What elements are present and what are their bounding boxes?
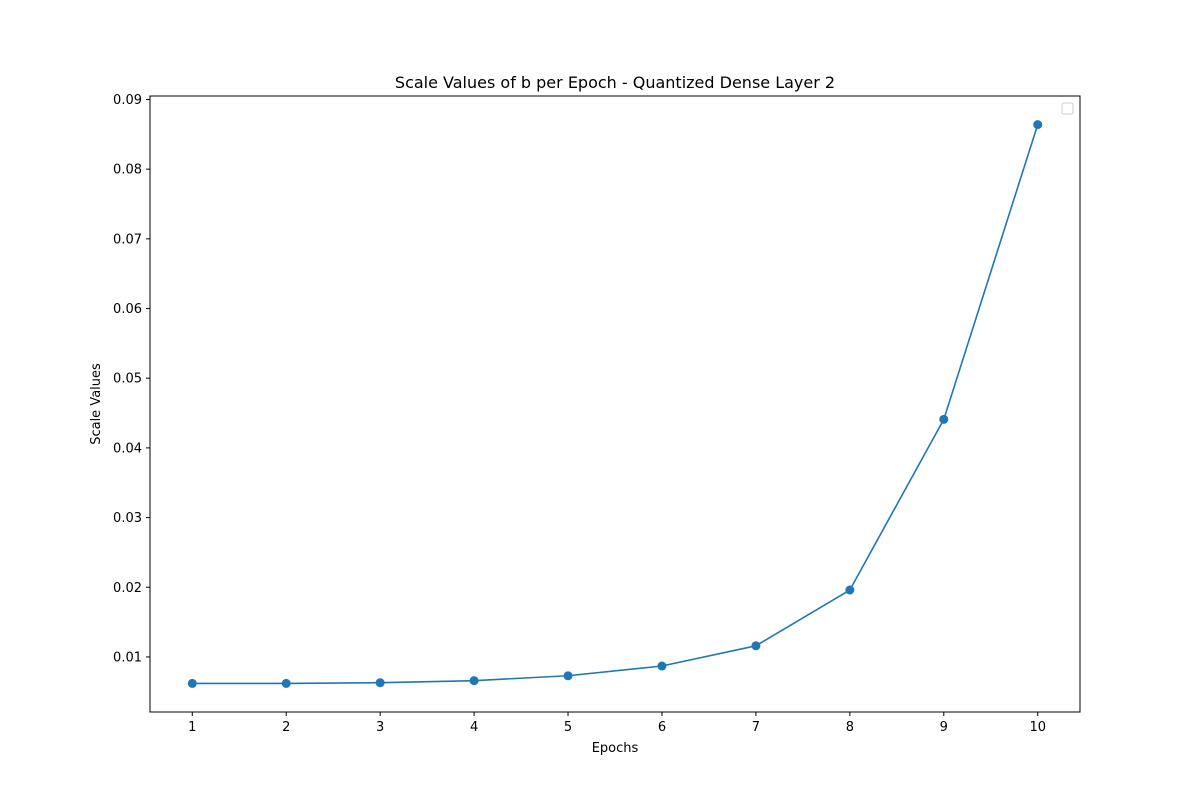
x-tick-label: 9 <box>940 720 948 735</box>
y-tick-label: 0.04 <box>113 441 142 456</box>
x-tick-label: 10 <box>1029 720 1046 735</box>
x-tick-label: 8 <box>846 720 854 735</box>
y-tick-label: 0.02 <box>113 581 142 596</box>
x-tick-label: 1 <box>188 720 196 735</box>
data-point <box>187 678 197 688</box>
data-point <box>563 671 573 681</box>
chart-title: Scale Values of b per Epoch - Quantized … <box>395 73 835 92</box>
axes-frame <box>149 95 1081 713</box>
y-tick-label: 0.06 <box>113 302 142 317</box>
data-point <box>657 661 667 671</box>
x-tick-label: 4 <box>470 720 478 735</box>
y-tick-label: 0.09 <box>113 93 142 108</box>
plot-area: 1 2 3 4 5 6 7 8 9 10 0.01 0.02 0.03 0.04 0.05 0.06 0.07… <box>113 93 1081 735</box>
x-axis-title: Epochs <box>592 741 639 756</box>
data-point <box>469 676 479 686</box>
data-point <box>939 414 949 424</box>
x-axis-ticks: 1 2 3 4 5 6 7 8 9 10 <box>188 712 1046 735</box>
data-point <box>751 641 761 651</box>
x-tick-label: 6 <box>658 720 666 735</box>
y-tick-label: 0.05 <box>113 372 142 387</box>
series-layer <box>187 120 1043 688</box>
x-tick-label: 5 <box>564 720 572 735</box>
y-axis-title: Scale Values <box>89 363 104 445</box>
x-tick-label: 7 <box>752 720 760 735</box>
series-line <box>191 123 1039 685</box>
data-point <box>1033 120 1043 130</box>
y-tick-label: 0.08 <box>113 163 142 178</box>
data-point <box>845 585 855 595</box>
x-tick-label: 2 <box>282 720 290 735</box>
data-point <box>375 678 385 688</box>
x-tick-label: 3 <box>376 720 384 735</box>
y-tick-label: 0.01 <box>113 650 142 665</box>
y-tick-label: 0.07 <box>113 232 142 247</box>
legend-box <box>1061 102 1074 115</box>
data-point <box>281 678 291 688</box>
y-tick-label: 0.03 <box>113 511 142 526</box>
y-axis-ticks: 0.01 0.02 0.03 0.04 0.05 0.06 0.07 0.08 0.09 <box>113 93 150 665</box>
